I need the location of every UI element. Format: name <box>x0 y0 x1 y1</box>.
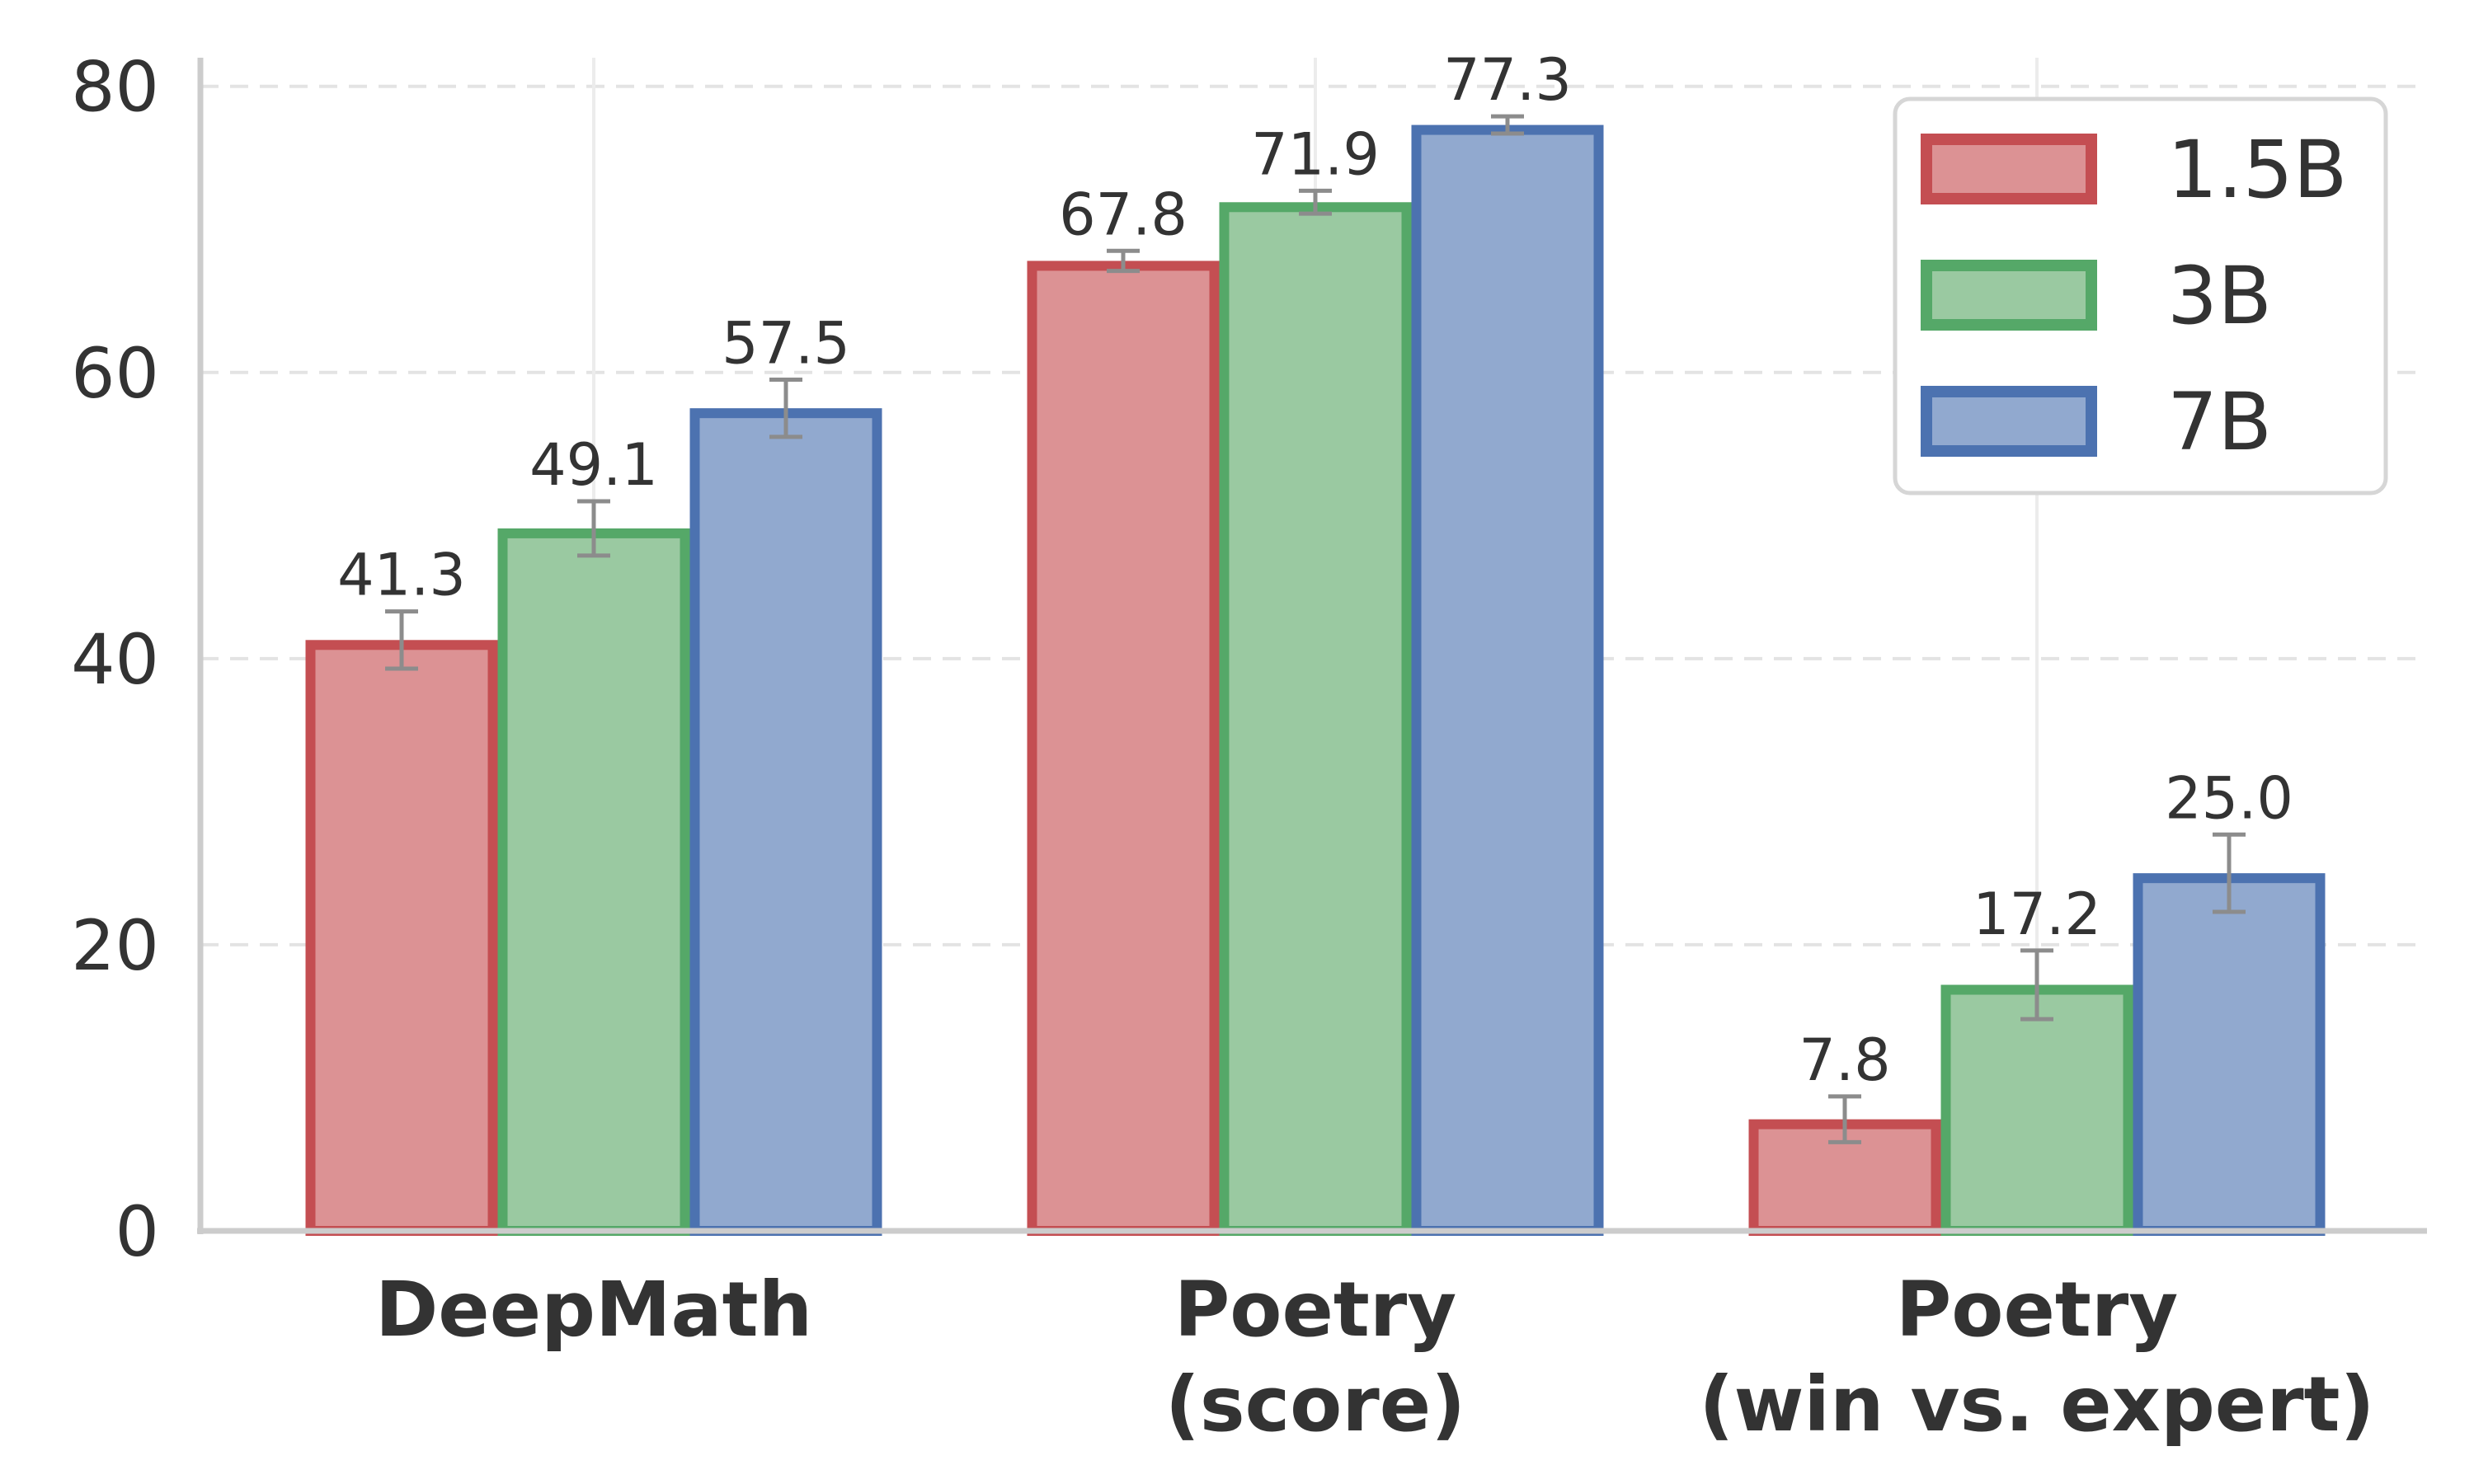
legend: 1.5B 3B 7B <box>1893 96 2388 495</box>
bar <box>1027 261 1220 1236</box>
value-label: 77.3 <box>1443 46 1572 114</box>
legend-swatch <box>1921 260 2097 331</box>
legend-label: 7B <box>2167 376 2272 468</box>
category-label-line: (score) <box>1165 1360 1465 1449</box>
category-label-line: Poetry <box>1174 1266 1456 1354</box>
y-tick-label: 60 <box>71 333 159 414</box>
value-label: 25.0 <box>2165 764 2293 832</box>
value-label: 57.5 <box>722 309 850 377</box>
category-label: Poetry (win vs. expert) <box>1699 1266 2374 1449</box>
category-label-line: Poetry <box>1896 1266 2178 1354</box>
legend-swatch <box>1921 134 2097 204</box>
y-tick-label: 0 <box>115 1191 159 1272</box>
bar <box>689 408 882 1237</box>
value-label: 7.8 <box>1799 1026 1890 1094</box>
bar <box>1940 984 2133 1237</box>
value-label: 71.9 <box>1251 120 1380 188</box>
bar <box>1411 124 1604 1236</box>
legend-label: 1.5B <box>2167 124 2348 216</box>
category-label-line: (win vs. expert) <box>1699 1360 2374 1449</box>
legend-label: 3B <box>2167 250 2272 342</box>
category-label: Poetry (score) <box>1165 1266 1465 1449</box>
bar <box>2133 873 2326 1237</box>
category-label-line: DeepMath <box>375 1266 812 1354</box>
category-label: DeepMath <box>375 1266 812 1354</box>
value-label: 49.1 <box>529 431 658 499</box>
y-tick-label: 80 <box>71 47 159 128</box>
value-label: 67.8 <box>1059 181 1188 248</box>
bar <box>305 640 498 1236</box>
value-label: 41.3 <box>337 542 466 609</box>
bar <box>497 528 690 1236</box>
bar <box>1219 202 1412 1236</box>
legend-swatch <box>1921 386 2097 457</box>
y-tick-label: 40 <box>71 619 159 700</box>
value-label: 17.2 <box>1973 881 2101 948</box>
y-tick-label: 20 <box>71 905 159 986</box>
